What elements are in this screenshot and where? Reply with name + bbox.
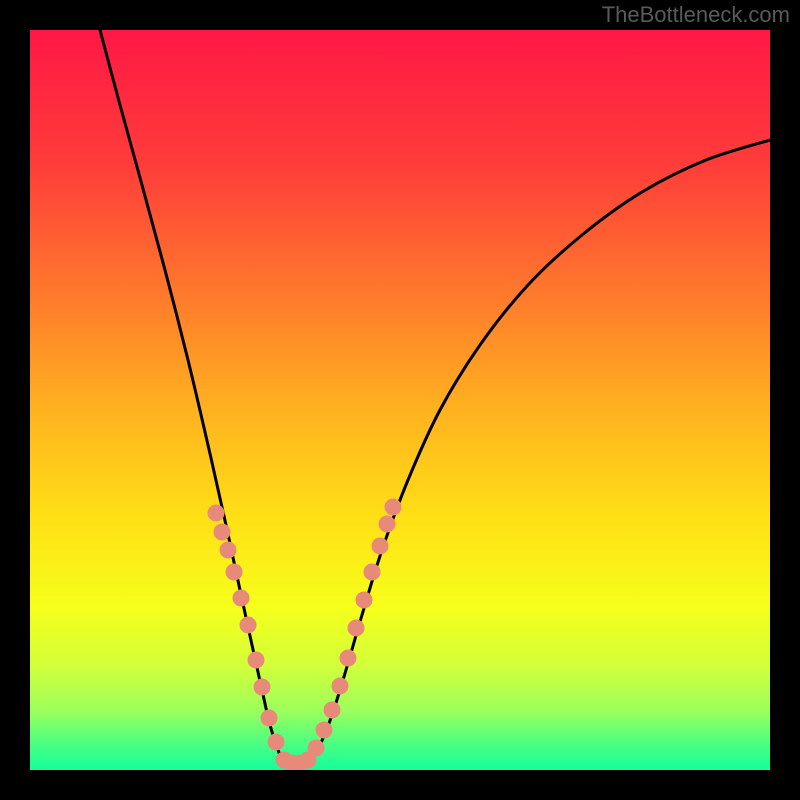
- data-marker: [324, 702, 340, 718]
- bottleneck-curve-layer: [30, 30, 770, 770]
- data-marker: [268, 734, 284, 750]
- data-markers: [208, 499, 401, 770]
- data-marker: [379, 516, 395, 532]
- bottleneck-curve: [100, 30, 770, 764]
- watermark-text: TheBottleneck.com: [602, 2, 790, 28]
- data-marker: [261, 710, 277, 726]
- data-marker: [233, 590, 249, 606]
- data-marker: [356, 592, 372, 608]
- data-marker: [308, 740, 324, 756]
- plot-area: [30, 30, 770, 770]
- data-marker: [248, 652, 264, 668]
- data-marker: [372, 538, 388, 554]
- data-marker: [214, 524, 230, 540]
- data-marker: [316, 722, 332, 738]
- data-marker: [240, 617, 256, 633]
- data-marker: [226, 564, 242, 580]
- chart-container: TheBottleneck.com: [0, 0, 800, 800]
- data-marker: [340, 650, 356, 666]
- data-marker: [348, 620, 364, 636]
- data-marker: [254, 679, 270, 695]
- data-marker: [364, 564, 380, 580]
- data-marker: [208, 505, 224, 521]
- data-marker: [220, 542, 236, 558]
- data-marker: [332, 678, 348, 694]
- data-marker: [385, 499, 401, 515]
